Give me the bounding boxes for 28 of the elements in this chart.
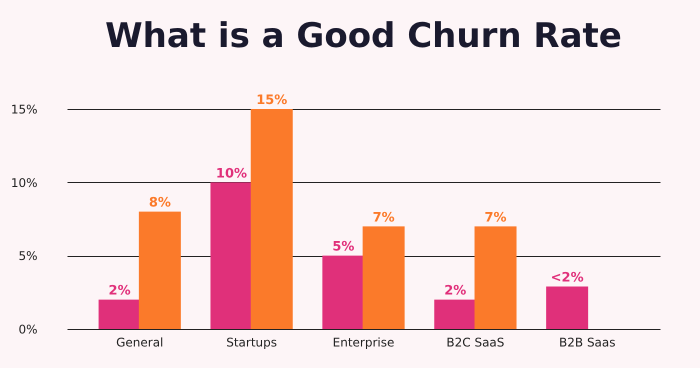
bar [138,212,181,329]
x-tick-label: General [116,336,164,350]
data-label: 8% [148,196,171,211]
bar [434,300,476,329]
data-label: 5% [332,240,354,255]
data-label: 7% [372,210,395,226]
data-label: 2% [108,284,131,299]
y-tick-label: 10% [10,176,38,190]
chart-title: What is a Good Churn Rate [105,16,622,56]
y-tick-label: 15% [10,102,38,116]
data-label: <2% [550,270,584,286]
data-label: 10% [216,166,248,182]
bar [362,226,405,329]
bar [250,109,293,329]
x-tick-label: B2B Saas [559,336,616,350]
bar [546,286,588,329]
y-tick-label: 5% [18,249,38,264]
x-tick-label: B2C SaaS [446,336,504,350]
bar [98,300,141,329]
x-tick-label: Startups [226,336,278,350]
data-label: 2% [444,284,466,299]
data-label: 15% [256,93,288,108]
data-label: 7% [484,210,507,226]
bar [322,256,364,329]
y-tick-label: 0% [18,322,38,336]
x-tick-label: Enterprise [332,336,394,350]
bar [210,182,252,329]
bar [474,226,517,329]
